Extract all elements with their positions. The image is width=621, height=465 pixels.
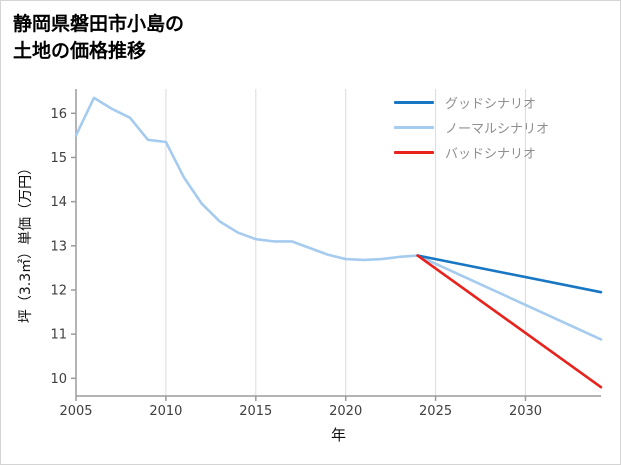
historical-price-line <box>74 96 419 262</box>
x-axis-label: 年 <box>330 426 346 444</box>
normal-scenario-label: ノーマルシナリオ <box>445 121 550 137</box>
x-tick-label: 2010 <box>149 404 182 419</box>
x-tick-label: 2025 <box>419 404 452 419</box>
page-title-line1: 静岡県磐田市小島の <box>13 13 185 35</box>
chart-legend: グッドシナリオ ノーマルシナリオ バッドシナリオ <box>394 94 549 169</box>
x-tick-label: 2005 <box>59 404 92 419</box>
y-tick-label: 13 <box>50 239 67 254</box>
y-tick-label: 16 <box>50 107 67 122</box>
bad-scenario-label: バッドシナリオ <box>445 146 537 162</box>
page-title: 静岡県磐田市小島の 土地の価格推移 <box>13 11 184 64</box>
good-scenario-line <box>416 254 603 294</box>
y-axis-label: 坪（3.3㎡）単価（万円） <box>18 160 34 324</box>
bad-scenario-line-swatch <box>394 150 434 154</box>
legend-item-bad-scenario: バッドシナリオ <box>394 144 549 162</box>
y-tick-label: 14 <box>50 195 67 210</box>
normal-scenario-line <box>416 254 603 341</box>
y-tick-label: 11 <box>50 328 67 343</box>
y-tick-label: 10 <box>50 372 67 387</box>
x-tick-label: 2015 <box>239 404 272 419</box>
y-tick-label: 15 <box>50 151 67 166</box>
bad-scenario-line <box>416 254 603 389</box>
x-tick-label: 2020 <box>329 404 362 419</box>
legend-item-good-scenario: グッドシナリオ <box>394 94 549 112</box>
good-scenario-line-swatch <box>394 100 434 104</box>
legend-item-normal-scenario: ノーマルシナリオ <box>394 119 550 137</box>
x-tick-label: 2030 <box>509 404 542 419</box>
good-scenario-label: グッドシナリオ <box>445 96 537 112</box>
page-title-line2: 土地の価格推移 <box>13 39 147 62</box>
normal-scenario-line-swatch <box>394 125 434 129</box>
y-tick-label: 12 <box>50 283 67 298</box>
